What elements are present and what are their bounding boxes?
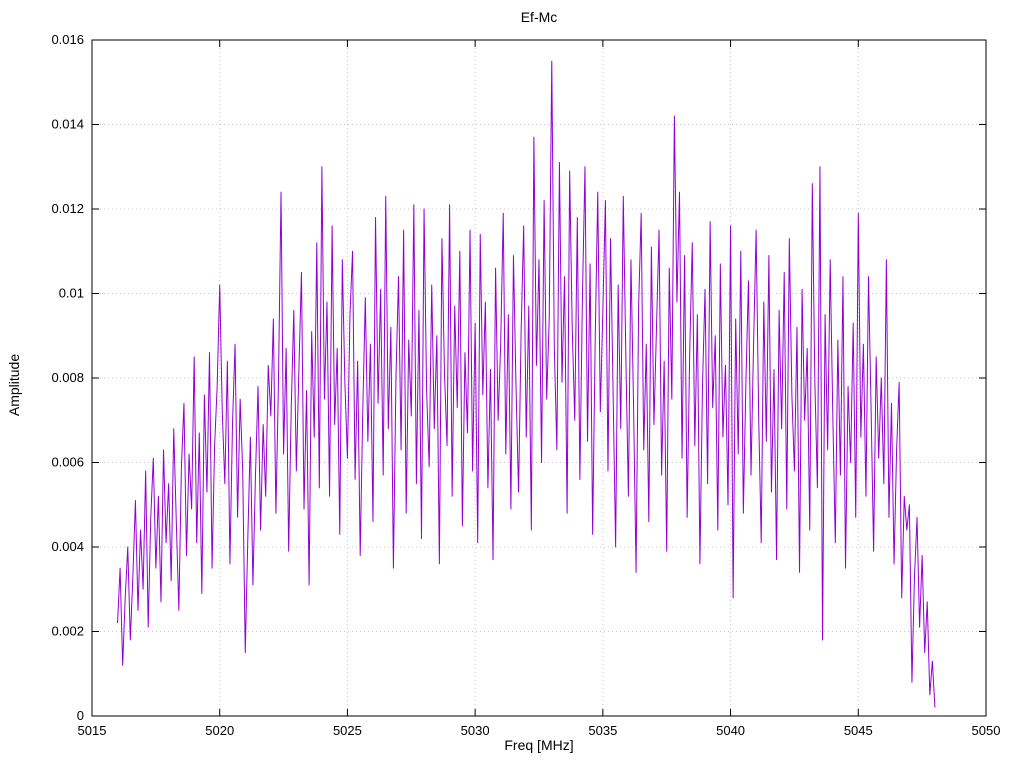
x-tick-label: 5025 xyxy=(333,723,362,738)
x-tick-label: 5050 xyxy=(972,723,1001,738)
y-tick-label: 0.002 xyxy=(51,624,84,639)
y-tick-label: 0.012 xyxy=(51,201,84,216)
x-tick-label: 5020 xyxy=(205,723,234,738)
x-tick-label: 5040 xyxy=(716,723,745,738)
y-tick-label: 0.016 xyxy=(51,32,84,47)
y-axis-label: Amplitude xyxy=(6,353,22,417)
x-tick-label: 5015 xyxy=(78,723,107,738)
y-tick-label: 0 xyxy=(77,708,84,723)
y-tick-label: 0.004 xyxy=(51,539,84,554)
x-axis-label: Freq [MHz] xyxy=(504,737,574,753)
x-tick-label: 5035 xyxy=(588,723,617,738)
spectrum-line xyxy=(117,60,936,708)
y-tick-label: 0.008 xyxy=(51,370,84,385)
y-tick-label: 0.014 xyxy=(51,117,84,132)
y-tick-label: 0.006 xyxy=(51,455,84,470)
x-tick-label: 5045 xyxy=(844,723,873,738)
chart-title: Ef-Mc xyxy=(520,9,558,25)
y-tick-label: 0.01 xyxy=(59,286,84,301)
x-tick-label: 5030 xyxy=(461,723,490,738)
